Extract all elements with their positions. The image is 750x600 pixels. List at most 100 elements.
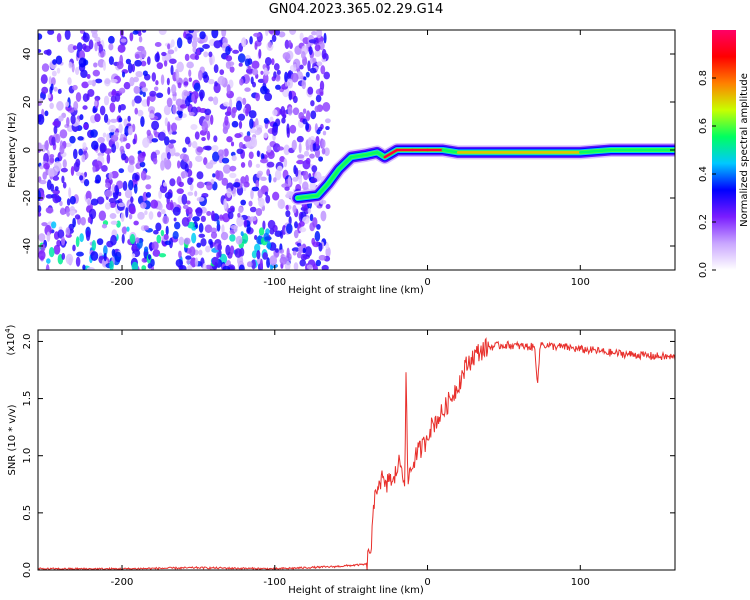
noise-blob [222,164,231,174]
noise-blob [279,256,287,265]
noise-blob [39,179,47,185]
snr-x-label: Height of straight line (km) [288,585,424,596]
noise-blob [201,121,209,132]
noise-blob [266,257,271,269]
noise-blob [51,221,57,229]
noise-blob [295,167,299,178]
noise-blob [216,219,220,226]
noise-blob [214,261,218,269]
noise-blob [198,233,206,238]
snr-y-tick-label: 0.5 [22,505,33,521]
noise-blob [169,58,177,64]
noise-blob [208,96,214,102]
noise-blob [249,216,257,222]
noise-blob [159,184,168,194]
noise-blob [322,101,331,112]
noise-blob [106,133,110,142]
noise-blob [287,106,293,116]
noise-blob [87,216,92,224]
noise-blob [49,154,55,159]
noise-blob [52,121,60,127]
noise-blob [70,165,75,177]
noise-blob [169,139,177,144]
noise-blob [254,42,258,50]
noise-blob [75,67,80,76]
noise-blob [271,34,277,43]
noise-blob [288,90,293,101]
noise-blob [196,196,205,202]
noise-blob [67,43,76,54]
noise-blob [292,107,300,116]
noise-blob [219,214,224,220]
noise-blob [97,152,105,157]
noise-blob [56,33,62,43]
noise-blob [72,45,78,51]
colorbar-ticks: 0.0 0.2 0.4 0.6 0.8 [698,70,716,278]
noise-blob [158,30,167,36]
noise-blob [321,147,326,155]
noise-blob [139,81,147,89]
noise-blob [221,177,229,186]
noise-blob [166,77,170,86]
noise-blob [232,49,240,54]
noise-blob [148,211,154,220]
noise-blob [110,95,117,103]
noise-blob [280,105,286,117]
noise-blob [146,96,150,107]
noise-blob [140,116,145,127]
noise-blob [56,101,64,111]
noise-blob [192,216,200,222]
noise-blob [249,206,257,213]
noise-blob [294,221,298,229]
noise-blob [205,245,211,253]
noise-blob [286,190,294,196]
noise-blob [194,257,199,267]
noise-blob [272,191,280,201]
noise-blob [51,136,56,146]
noise-blob [92,165,96,173]
noise-blob [315,259,322,267]
noise-blob [55,133,61,144]
noise-blob [256,172,262,179]
noise-blob [110,78,118,83]
noise-blob [60,236,66,246]
noise-blob [81,81,89,89]
noise-blob [41,63,50,72]
noise-blob [302,247,306,254]
noise-blob [150,258,155,267]
snr-series-line [38,337,675,570]
noise-blob [167,43,171,50]
noise-blob [165,225,169,236]
noise-blob [248,151,254,159]
noise-blob [196,181,205,189]
noise-blob [268,30,275,34]
noise-blob [175,98,184,107]
noise-blob [183,91,190,97]
noise-blob [314,230,321,242]
noise-blob [241,37,247,48]
noise-blob [134,86,141,94]
noise-blob [318,156,324,162]
noise-blob [298,245,303,253]
noise-blob [184,33,193,40]
noise-blob [260,85,268,95]
noise-blob [116,61,124,70]
noise-blob [133,220,139,226]
noise-blob [151,72,157,82]
noise-blob [206,211,212,216]
noise-blob [209,114,214,125]
noise-blob [73,101,79,111]
noise-blob [38,205,42,213]
noise-blob [190,124,198,130]
noise-blob [200,238,207,247]
noise-blob [299,259,306,267]
noise-blob [141,265,147,270]
noise-blob [285,204,289,211]
noise-blob [276,165,283,172]
noise-blob [111,248,116,257]
noise-blob [288,30,297,35]
noise-blob [57,229,65,239]
noise-blob [121,71,126,78]
noise-blob [120,38,127,43]
noise-blob [307,137,312,145]
